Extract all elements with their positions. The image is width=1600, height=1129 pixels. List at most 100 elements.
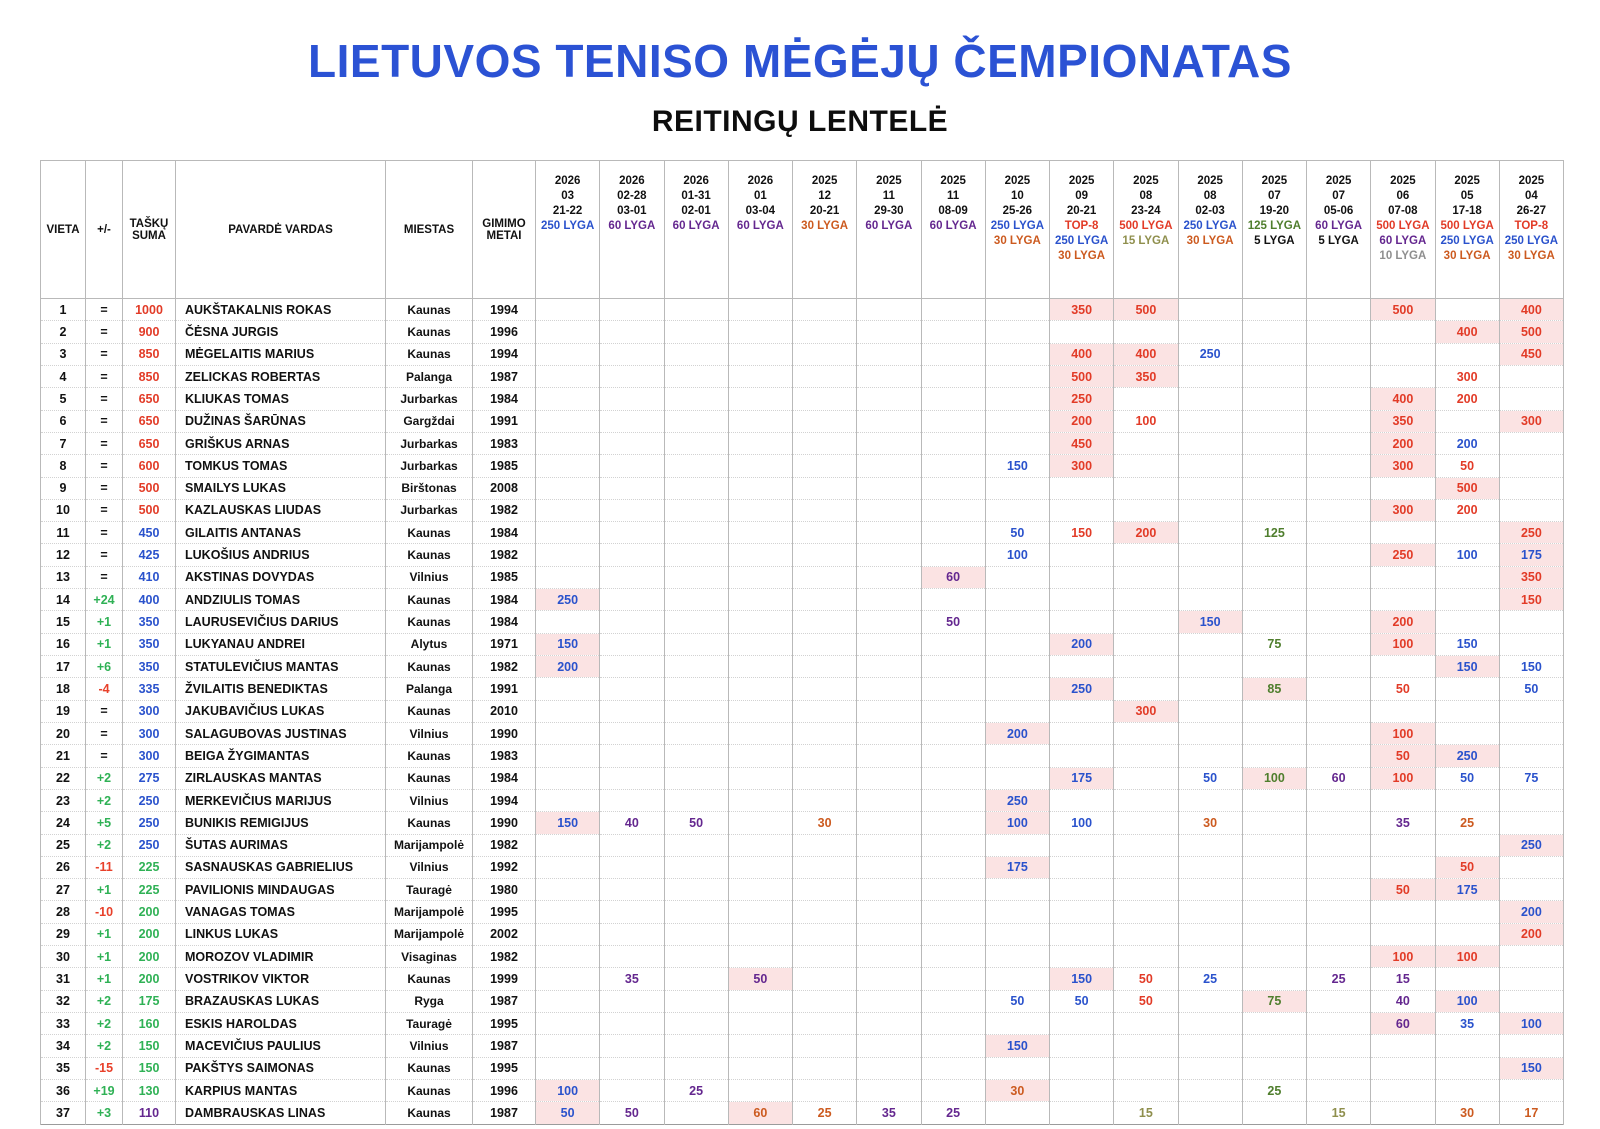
result-cell: 150: [534, 811, 601, 835]
cell-city: Birštonas: [385, 476, 473, 500]
result-cell: [1048, 543, 1115, 567]
result-cell: [984, 297, 1051, 322]
player-row-22: 22 +2 275 ZIRLAUSKAS MANTAS Kaunas 1984 175 50 1…: [40, 766, 1565, 790]
result-cell: [534, 788, 601, 813]
cell-points: 300: [122, 744, 176, 768]
result-cell: [1370, 1101, 1436, 1125]
cell-change: +2: [85, 1011, 123, 1036]
cell-place: 8: [40, 454, 86, 478]
result-cell: 175: [984, 855, 1051, 880]
result-cell: [1305, 364, 1372, 389]
cell-city: Kaunas: [385, 543, 473, 567]
result-cell: [856, 989, 922, 1014]
cell-city: Alytus: [385, 632, 473, 657]
player-row-33: 33 +2 160 ESKIS HAROLDAS Tauragė 1995 60 35 100: [40, 1011, 1565, 1036]
cell-birth-year: 1996: [472, 320, 536, 344]
result-cell: 40: [599, 811, 665, 835]
result-cell: [663, 1101, 729, 1125]
result-cell: [534, 699, 601, 723]
cell-change: +2: [85, 766, 123, 790]
league-label: 5 LYGA: [1254, 235, 1295, 247]
result-cell: [1113, 1078, 1179, 1103]
result-cell: [856, 431, 922, 456]
result-cell: [663, 476, 729, 500]
result-cell: [1048, 498, 1115, 523]
result-cell: [727, 811, 794, 835]
cell-place: 15: [40, 610, 86, 634]
result-cell: [984, 1056, 1051, 1080]
cell-change: +2: [85, 833, 123, 857]
column-header-city: MIESTAS: [385, 160, 473, 299]
tournament-date: 07-08: [1388, 205, 1418, 217]
result-cell: [1434, 721, 1500, 746]
result-cell: [791, 855, 858, 880]
result-cell: [1498, 454, 1565, 478]
result-cell: [1434, 788, 1500, 813]
result-cell: 200: [1434, 431, 1500, 456]
cell-birth-year: 1991: [472, 409, 536, 433]
result-cell: [534, 431, 601, 456]
cell-name: JAKUBAVIČIUS LUKAS: [175, 699, 386, 723]
result-cell: [599, 1034, 665, 1058]
cell-points: 850: [122, 364, 176, 389]
result-cell: [856, 320, 922, 344]
cell-city: Tauragė: [385, 1011, 473, 1036]
result-cell: 100: [1370, 632, 1436, 657]
result-cell: [1305, 320, 1372, 344]
cell-change: +19: [85, 1078, 123, 1103]
result-cell: [599, 989, 665, 1014]
cell-name: ŽVILAITIS BENEDIKTAS: [175, 677, 386, 701]
result-cell: [1498, 855, 1565, 880]
result-cell: [727, 342, 794, 366]
cell-change: +3: [85, 1101, 123, 1125]
cell-points: 335: [122, 677, 176, 701]
result-cell: [1113, 900, 1179, 924]
result-cell: [920, 878, 986, 902]
cell-place: 4: [40, 364, 86, 389]
result-cell: [856, 699, 922, 723]
cell-birth-year: 1990: [472, 721, 536, 746]
result-cell: [1048, 699, 1115, 723]
result-cell: [1177, 297, 1243, 322]
result-cell: 250: [534, 588, 601, 612]
cell-change: =: [85, 521, 123, 545]
result-cell: 150: [1048, 967, 1115, 991]
result-cell: [727, 900, 794, 924]
result-cell: [920, 476, 986, 500]
cell-place: 26: [40, 855, 86, 880]
result-cell: 350: [1113, 364, 1179, 389]
league-label: 30 LYGA: [1058, 250, 1106, 262]
result-cell: [1113, 588, 1179, 612]
result-cell: [1113, 543, 1179, 567]
result-cell: [1305, 543, 1372, 567]
result-cell: [663, 967, 729, 991]
result-cell: 35: [1434, 1011, 1500, 1036]
cell-birth-year: 1984: [472, 766, 536, 790]
result-cell: [856, 744, 922, 768]
tournament-header-5: 2025 12 20-21 30 LYGA: [791, 160, 858, 299]
result-cell: [1048, 588, 1115, 612]
cell-place: 2: [40, 320, 86, 344]
result-cell: [599, 1078, 665, 1103]
tournament-date: 2025: [1068, 175, 1095, 187]
league-label: 125 LYGA: [1247, 220, 1302, 232]
result-cell: 40: [1370, 989, 1436, 1014]
cell-city: Gargždai: [385, 409, 473, 433]
player-row-6: 6 = 650 DUŽINAS ŠARŪNAS Gargždai 1991 200 100 35…: [40, 409, 1565, 433]
result-cell: [984, 342, 1051, 366]
result-cell: 25: [1305, 967, 1372, 991]
tournament-header-12: 2025 07 19-20 125 LYGA 5 LYGA: [1241, 160, 1308, 299]
result-cell: [1241, 699, 1308, 723]
result-cell: [1241, 431, 1308, 456]
cell-name: DAMBRAUSKAS LINAS: [175, 1101, 386, 1125]
result-cell: 250: [1370, 543, 1436, 567]
cell-city: Kaunas: [385, 766, 473, 790]
result-cell: 30: [1434, 1101, 1500, 1125]
cell-place: 28: [40, 900, 86, 924]
result-cell: [663, 632, 729, 657]
result-cell: [727, 989, 794, 1014]
result-cell: [534, 766, 601, 790]
result-cell: [1241, 565, 1308, 590]
result-cell: [1241, 922, 1308, 947]
result-cell: [1048, 721, 1115, 746]
